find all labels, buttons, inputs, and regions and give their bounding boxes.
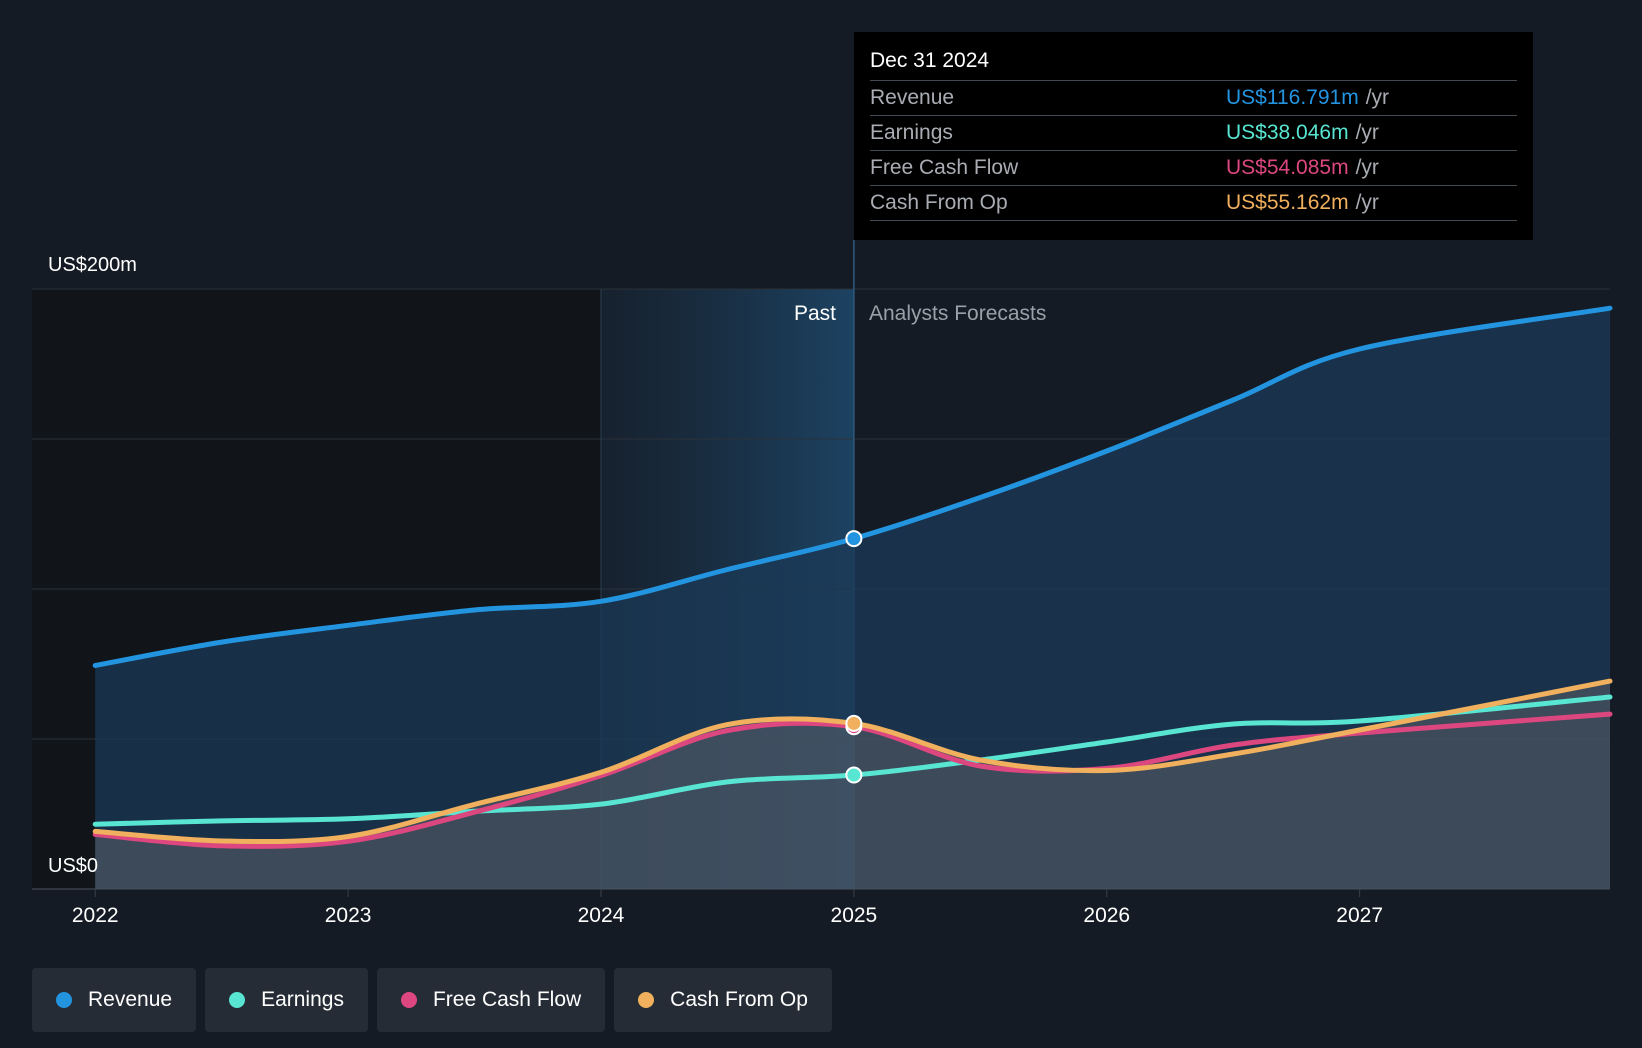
legend-dot-icon: [400, 992, 417, 1008]
tooltip-label: Cash From Op: [870, 191, 1008, 214]
legend-label: Free Cash Flow: [432, 988, 582, 1011]
tooltip-row: Earnings US$38.046m/yr: [870, 116, 1517, 151]
tooltip-unit: /yr: [1355, 156, 1379, 179]
x-tick-label: 2024: [578, 904, 625, 927]
tooltip-unit: /yr: [1355, 191, 1379, 214]
legend-dot-icon: [56, 992, 72, 1008]
tooltip-value: US$54.085m: [1226, 156, 1349, 179]
legend-item-free-cash-flow[interactable]: Free Cash Flow: [376, 968, 606, 1032]
past-label: Past: [794, 302, 836, 325]
x-tick-label: 2023: [325, 904, 372, 927]
x-tick-label: 2022: [72, 904, 119, 927]
legend-label: Revenue: [88, 988, 173, 1011]
tooltip-row: Revenue US$116.791m/yr: [870, 81, 1517, 116]
revenue-marker[interactable]: [845, 530, 863, 548]
tooltip-unit: /yr: [1365, 86, 1390, 109]
forecast-label: Analysts Forecasts: [869, 302, 1046, 325]
legend-label: Earnings: [261, 988, 344, 1011]
x-tick-label: 2025: [831, 904, 878, 927]
tooltip-value: US$55.162m: [1226, 191, 1349, 214]
tooltip-date: Dec 31 2024: [870, 46, 1517, 81]
legend-item-revenue[interactable]: Revenue: [32, 968, 197, 1032]
tooltip-value: US$116.791m: [1226, 86, 1359, 109]
legend-item-earnings[interactable]: Earnings: [205, 968, 368, 1032]
earnings-line: [92, 694, 1613, 827]
legend-item-cash-from-op[interactable]: Cash From Op: [614, 968, 832, 1032]
legend-dot-icon: [638, 992, 655, 1008]
x-tick-label: 2026: [1083, 904, 1130, 927]
tooltip-row: Free Cash Flow US$54.085m/yr: [870, 151, 1517, 186]
x-tick-label: 2027: [1336, 904, 1383, 927]
legend-label: Cash From Op: [670, 988, 808, 1011]
y-axis-bottom-label: US$0: [48, 855, 98, 877]
cash-from-op-marker[interactable]: [845, 714, 863, 732]
tooltip-label: Earnings: [870, 121, 953, 144]
revenue-line: [92, 305, 1613, 668]
tooltip-label: Free Cash Flow: [870, 156, 1019, 179]
earnings-marker[interactable]: [845, 766, 863, 784]
cash-from-op-line: [92, 678, 1613, 845]
tooltip: Dec 31 2024 Revenue US$116.791m/yr Earning…: [854, 32, 1533, 240]
legend: Revenue Earnings Free Cash Flow Cash From O…: [32, 968, 832, 1032]
legend-dot-icon: [229, 992, 246, 1008]
y-axis-top-label: US$200m: [48, 254, 137, 276]
tooltip-label: Revenue: [870, 86, 955, 109]
tooltip-row: Cash From Op US$55.162m/yr: [870, 186, 1517, 221]
free-cash-flow-line: [92, 711, 1613, 849]
cash-from-op-area: [95, 681, 1611, 889]
tooltip-value: US$38.046m: [1226, 121, 1349, 144]
tooltip-unit: /yr: [1355, 121, 1379, 144]
